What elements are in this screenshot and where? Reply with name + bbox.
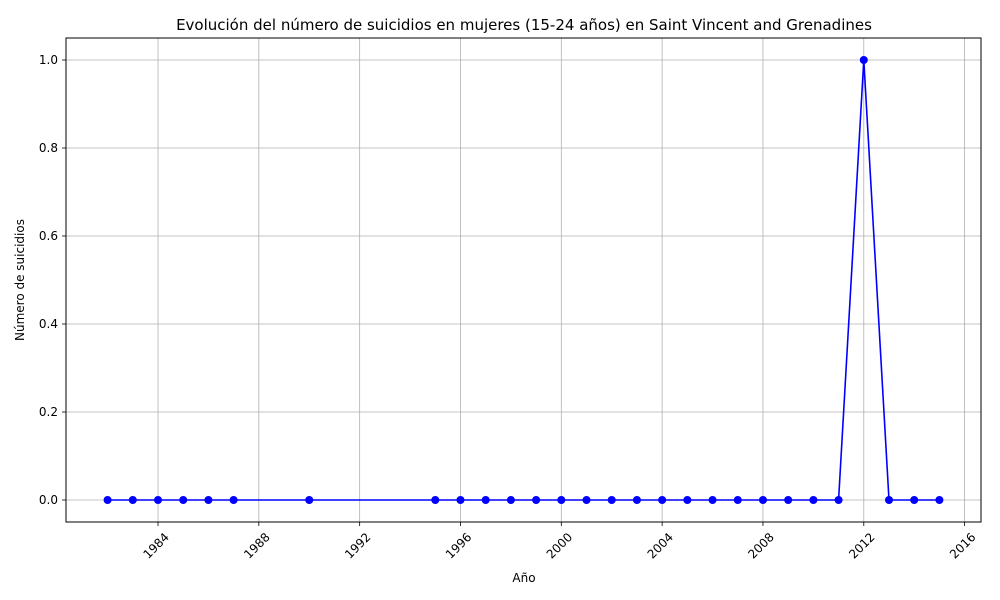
data-point: [784, 496, 793, 504]
data-point: [658, 496, 667, 504]
data-point: [229, 496, 238, 504]
data-point: [103, 496, 112, 504]
series-line: [107, 59, 940, 501]
data-point: [431, 496, 440, 504]
y-tick-label: 0.6: [39, 229, 58, 243]
data-point: [935, 496, 944, 504]
series-group: [103, 56, 944, 504]
chart-title: Evolución del número de suicidios en muj…: [176, 16, 872, 34]
data-point: [859, 56, 868, 64]
data-point: [128, 496, 137, 504]
data-point: [683, 496, 692, 504]
data-point: [305, 496, 314, 504]
y-axis-label: Número de suicidios: [13, 219, 27, 341]
data-point: [809, 496, 818, 504]
data-point: [204, 496, 213, 504]
data-point: [708, 496, 717, 504]
y-tick-label: 0.8: [39, 141, 58, 155]
data-point: [834, 496, 843, 504]
data-point: [506, 496, 515, 504]
data-point: [632, 496, 641, 504]
data-point: [758, 496, 767, 504]
y-tick-label: 1.0: [39, 53, 58, 67]
data-point: [154, 496, 163, 504]
data-point: [582, 496, 591, 504]
plot-frame: [65, 37, 982, 523]
y-axis-ticks: 0.0 0.2 0.4 0.6 0.8 1.0: [39, 53, 66, 507]
data-point: [910, 496, 919, 504]
data-point: [733, 496, 742, 504]
data-point: [179, 496, 188, 504]
y-tick-label: 0.2: [39, 405, 58, 419]
y-tick-label: 0.4: [39, 317, 58, 331]
data-point: [884, 496, 893, 504]
data-point: [607, 496, 616, 504]
data-point: [481, 496, 490, 504]
y-tick-label: 0.0: [39, 493, 58, 507]
x-axis-label: Año: [512, 571, 535, 585]
data-point: [557, 496, 566, 504]
data-point: [456, 496, 465, 504]
data-point: [532, 496, 541, 504]
